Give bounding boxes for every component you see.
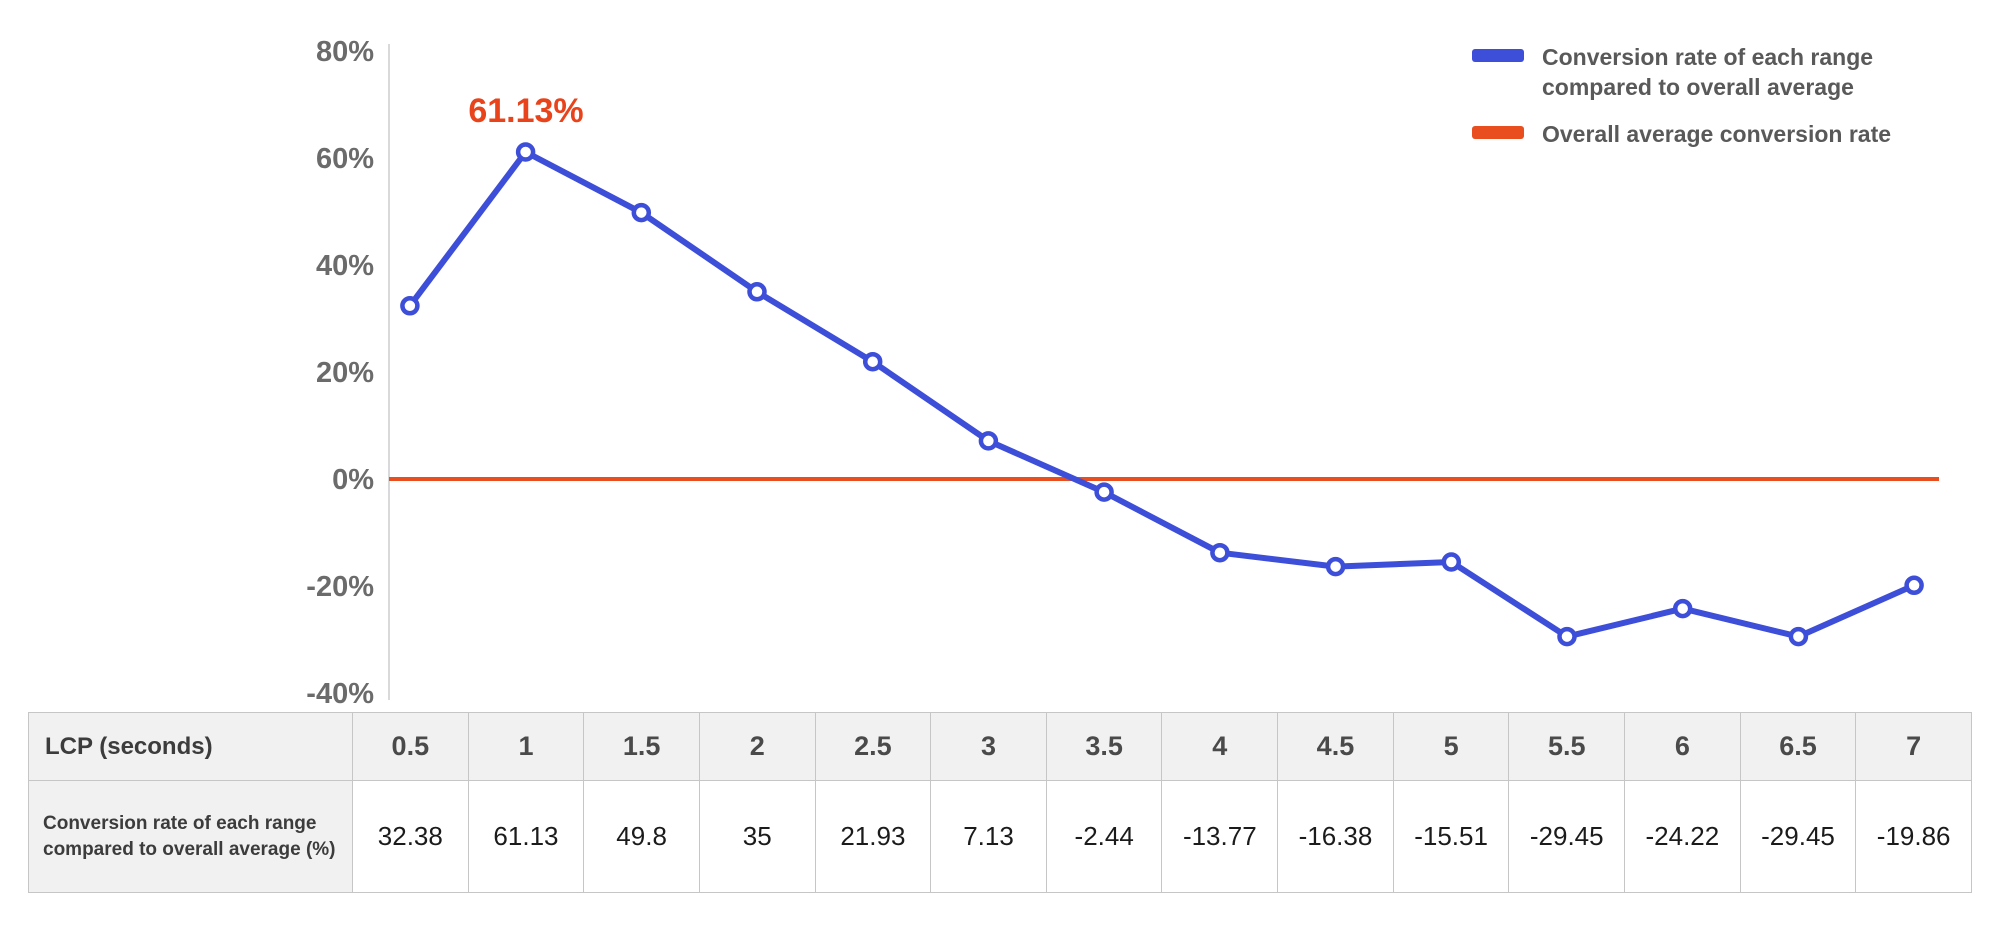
- conversion-rate-value-cell: -24.22: [1624, 780, 1741, 893]
- conversion-rate-value-cell: -16.38: [1277, 780, 1394, 893]
- conversion-rate-value-cell: 61.13: [467, 780, 585, 893]
- legend-swatch-red-line-icon: [1472, 125, 1524, 139]
- data-point-marker: [631, 202, 652, 223]
- data-table: LCP (seconds) 0.5 1 1.5 2 2.5 3 3.5 4 4.5 5 5.5 6 6.5…: [28, 712, 1972, 893]
- y-axis-tick-label: 20%: [316, 357, 374, 389]
- lcp-column-header: 1.5: [583, 712, 700, 781]
- data-point-marker: [862, 351, 883, 372]
- legend-item-conversion-rate: Conversion rate of each range compared t…: [1472, 42, 1912, 103]
- data-point-marker: [978, 431, 999, 451]
- data-table-container: LCP (seconds) 0.5 1 1.5 2 2.5 3 3.5 4 4.5 5 5.5 6 6.5…: [28, 712, 1972, 893]
- data-point-marker: [400, 296, 420, 316]
- conversion-rate-value-cell: 21.93: [814, 780, 932, 893]
- conversion-rate-value-cell: -2.44: [1045, 780, 1163, 893]
- conversion-rate-value-cell: 7.13: [930, 780, 1047, 893]
- lcp-column-header: 0.5: [352, 712, 469, 781]
- y-axis-tick-label: 60%: [316, 143, 374, 175]
- conversion-rate-value-cell: -29.45: [1508, 780, 1626, 893]
- y-axis-tick-label: 80%: [316, 36, 374, 68]
- y-axis-tick-label: 40%: [316, 250, 374, 282]
- legend-label-conversion-rate: Conversion rate of each range compared t…: [1542, 44, 1874, 101]
- table-header-row: LCP (seconds) 0.5 1 1.5 2 2.5 3 3.5 4 4.5 5 5.5 6 6.5…: [28, 712, 1972, 781]
- data-point-marker: [1788, 626, 1809, 647]
- data-point-marker: [515, 142, 536, 162]
- conversion-rate-value-cell: -29.45: [1739, 780, 1857, 893]
- legend-item-overall-average: Overall average conversion rate: [1472, 119, 1912, 149]
- y-axis-tick-label: 0%: [332, 464, 374, 496]
- conversion-rate-value-cell: 49.8: [583, 780, 700, 893]
- data-point-marker: [1904, 575, 1924, 596]
- lcp-column-header: 6.5: [1739, 712, 1857, 781]
- lcp-column-header: 4.5: [1277, 712, 1394, 781]
- data-point-marker: [1210, 542, 1230, 563]
- lcp-seconds-label: LCP (seconds): [28, 712, 353, 781]
- lcp-column-header: 7: [1855, 712, 1972, 781]
- line-chart: 80% 60% 40% 20% 0% -20% -40%: [306, 36, 1939, 710]
- conversion-rate-value-cell: 35: [698, 780, 816, 893]
- legend: Conversion rate of each range compared t…: [1472, 42, 1912, 149]
- peak-annotation: 61.13%: [468, 92, 584, 130]
- conversion-rate-value-cell: -19.86: [1855, 780, 1972, 893]
- lcp-column-header: 5.5: [1508, 712, 1626, 781]
- legend-swatch-blue-line-icon: [1472, 49, 1524, 62]
- chart-area: 80% 60% 40% 20% 0% -20% -40% 61.13% Conversion…: [306, 36, 1939, 710]
- y-axis-tick-label: -20%: [306, 571, 374, 603]
- conversion-rate-line: [406, 149, 1918, 640]
- data-point-marker: [1325, 556, 1346, 577]
- data-point-marker: [1441, 552, 1462, 572]
- lcp-column-header: 3: [930, 712, 1047, 781]
- lcp-column-header: 5: [1392, 712, 1510, 781]
- lcp-column-header: 6: [1624, 712, 1741, 781]
- conversion-rate-value-cell: 32.38: [352, 780, 469, 893]
- data-point-marker: [1094, 482, 1114, 502]
- y-axis-tick-label: -40%: [306, 678, 374, 710]
- conversion-rate-value-cell: -13.77: [1161, 780, 1279, 893]
- data-point-marker: [1672, 598, 1693, 619]
- table-value-row: Conversion rate of each range compared t…: [28, 780, 1972, 893]
- lcp-column-header: 4: [1161, 712, 1279, 781]
- lcp-column-header: 1: [467, 712, 585, 781]
- conversion-rate-value-cell: -15.51: [1392, 780, 1510, 893]
- lcp-column-header: 2.5: [814, 712, 932, 781]
- data-point-marker: [747, 282, 767, 302]
- data-point-marker: [1557, 626, 1577, 647]
- lcp-column-header: 2: [698, 712, 816, 781]
- conversion-rate-row-label: Conversion rate of each range compared t…: [28, 780, 353, 893]
- legend-label-overall-average: Overall average conversion rate: [1542, 120, 1892, 147]
- lcp-column-header: 3.5: [1045, 712, 1163, 781]
